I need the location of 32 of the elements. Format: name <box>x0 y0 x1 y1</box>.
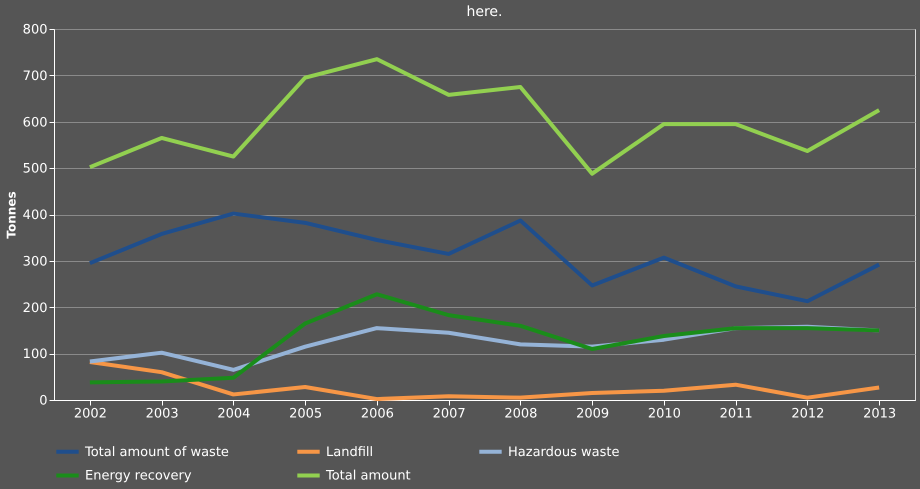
x-tick-label: 2010 <box>648 406 681 422</box>
y-tick-label: 100 <box>22 347 48 362</box>
y-tick-label: 400 <box>22 208 48 223</box>
y-tick-label: 300 <box>22 254 48 270</box>
legend-label: Landfill <box>326 444 374 460</box>
x-tick-label: 2003 <box>146 406 179 422</box>
line-series <box>88 57 882 176</box>
line-series <box>88 360 882 402</box>
x-tick-label: 2011 <box>720 406 753 422</box>
x-tick-label: 2002 <box>74 406 107 422</box>
x-tick-label: 2006 <box>360 406 394 422</box>
x-tick-label: 2008 <box>504 406 538 422</box>
x-tick-label: 2007 <box>432 406 466 422</box>
legend-label: Hazardous waste <box>508 444 620 460</box>
x-tick-label: 2005 <box>289 406 322 422</box>
x-tick-label: 2013 <box>863 406 896 422</box>
y-tick-label: 600 <box>22 115 48 130</box>
legend-label: Total amount <box>325 468 411 484</box>
line-series <box>88 292 882 384</box>
x-tick-label: 2009 <box>576 406 610 422</box>
legend-label: Total amount of waste <box>84 444 229 460</box>
x-tick-label: 2012 <box>791 406 824 422</box>
x-tick-label: 2004 <box>217 406 250 422</box>
chart-title: here. <box>466 4 502 20</box>
line-series <box>88 212 882 304</box>
y-tick-label: 200 <box>22 300 48 316</box>
y-tick-label: 0 <box>39 394 48 408</box>
y-axis-title: Tonnes <box>4 191 19 239</box>
y-tick-label: 500 <box>22 162 48 177</box>
legend-label: Energy recovery <box>85 468 192 484</box>
y-tick-label: 700 <box>22 68 48 84</box>
y-tick-label: 800 <box>22 22 48 38</box>
